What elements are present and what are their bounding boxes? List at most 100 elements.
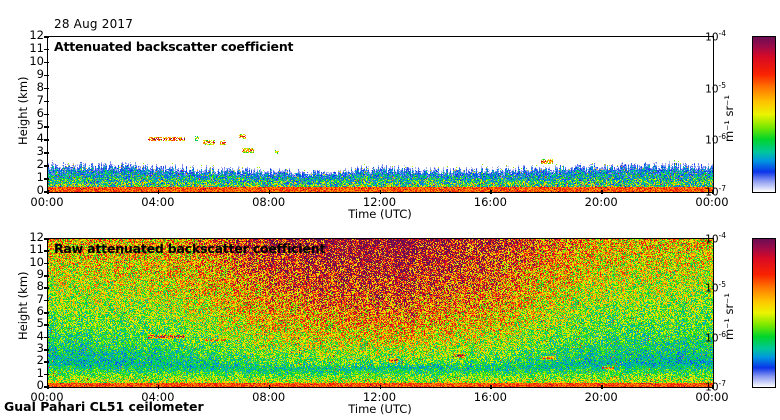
colorbar-gradient-bottom (753, 239, 775, 387)
y-tick-mark (44, 152, 49, 154)
y-tick-label: 6 (36, 304, 44, 318)
y-tick-mark (44, 275, 49, 277)
x-tick-mark (601, 385, 603, 389)
y-tick-mark (44, 324, 49, 326)
panel-attenuated-backscatter: Attenuated backscatter coefficient (47, 36, 714, 193)
panel-raw-attenuated-backscatter: Raw attenuated backscatter coefficient (47, 238, 714, 388)
y-tick-label: 2 (36, 157, 44, 172)
y-tick-label: 2 (36, 353, 44, 368)
x-tick-label: 08:00 (252, 195, 286, 209)
y-tick-mark (44, 126, 49, 128)
panel-title-bottom: Raw attenuated backscatter coefficient (54, 241, 326, 256)
y-axis-top: 0 1 2 3 4 5 6 7 8 9 10 11 12 (14, 29, 49, 196)
date-label: 28 Aug 2017 (54, 17, 134, 31)
x-axis-label-top: Time (UTC) (348, 207, 412, 221)
y-tick-mark (44, 386, 49, 388)
y-tick-mark (44, 165, 49, 167)
y-tick-mark (44, 139, 49, 141)
colorbar-label-top: m⁻¹ sr⁻¹ (722, 95, 736, 142)
x-tick-label: 00:00 (30, 195, 64, 209)
colorbar-tick-label: 10-6 (705, 329, 726, 344)
y-tick-mark (44, 36, 49, 38)
y-tick-mark (44, 87, 49, 90)
y-tick-mark (44, 61, 49, 64)
x-tick-mark (268, 385, 271, 389)
y-tick-label: 11 (29, 242, 44, 257)
y-tick-mark (44, 373, 49, 376)
x-tick-mark (47, 385, 49, 389)
colorbar-tick-label: 10-4 (705, 230, 726, 246)
y-tick-mark (44, 287, 49, 289)
y-tick-label: 9 (36, 267, 44, 281)
colorbar-tick-label: 10-5 (705, 80, 726, 95)
x-tick-mark (379, 190, 381, 194)
y-tick-label: 3 (36, 144, 44, 159)
x-axis-top: 00:00 04:00 08:00 12:00 16:00 20:00 00:00 (30, 190, 729, 209)
y-tick-mark (44, 100, 49, 103)
y-tick-label: 12 (29, 230, 44, 244)
y-axis-label-top: Height (km) (16, 76, 30, 145)
colorbar-tick-label: 10-6 (705, 132, 726, 147)
y-tick-label: 5 (36, 118, 44, 133)
x-tick-label: 16:00 (473, 195, 507, 209)
x-tick-mark (157, 385, 160, 389)
x-axis-label-bottom: Time (UTC) (348, 402, 412, 416)
x-tick-label: 04:00 (141, 390, 175, 404)
colorbar-top (752, 36, 776, 193)
y-tick-label: 4 (36, 328, 44, 343)
x-tick-label: 00:00 (30, 390, 64, 404)
y-tick-label: 0 (36, 378, 44, 392)
x-tick-mark (47, 190, 49, 194)
colorbar-tick-label: 10-4 (705, 28, 726, 44)
figure-footer: Gual Pahari CL51 ceilometer (4, 399, 204, 414)
y-tick-mark (44, 336, 49, 339)
x-tick-label: 04:00 (141, 195, 175, 209)
colorbar-tick-label: 10-7 (705, 183, 726, 199)
y-tick-mark (44, 191, 49, 193)
x-axis-bottom: 00:00 04:00 08:00 12:00 16:00 20:00 00:00 (30, 385, 729, 404)
y-tick-mark (44, 113, 49, 115)
y-axis-bottom: 0 1 2 3 4 5 6 7 8 9 10 11 12 (14, 231, 49, 391)
colorbar-gradient-top (753, 37, 775, 192)
y-tick-label: 7 (36, 291, 44, 306)
y-tick-label: 11 (29, 40, 44, 55)
panel-title-top: Attenuated backscatter coefficient (54, 39, 294, 54)
x-tick-mark (379, 385, 381, 389)
y-tick-mark (44, 238, 49, 240)
x-tick-mark (157, 190, 160, 194)
y-tick-label: 9 (36, 66, 44, 81)
x-tick-label: 20:00 (584, 195, 618, 209)
y-tick-mark (44, 48, 49, 51)
y-tick-label: 10 (29, 254, 44, 269)
y-tick-label: 1 (36, 170, 44, 185)
x-tick-label: 12:00 (362, 390, 397, 404)
x-tick-mark (601, 190, 603, 194)
heatmap-top (48, 37, 713, 192)
colorbar-bottom (752, 238, 776, 388)
x-tick-label: 12:00 (362, 195, 397, 209)
x-tick-mark (268, 190, 271, 194)
x-tick-mark (712, 385, 714, 389)
colorbar-label-bottom: m⁻¹ sr⁻¹ (722, 293, 736, 340)
y-tick-mark (44, 299, 49, 302)
y-tick-label: 4 (36, 131, 44, 146)
x-tick-label: 16:00 (473, 390, 507, 404)
y-tick-label: 6 (36, 105, 44, 120)
y-tick-mark (44, 361, 49, 363)
y-tick-label: 0 (36, 183, 44, 197)
y-tick-label: 7 (36, 92, 44, 107)
x-tick-label: 00:00 (695, 195, 729, 209)
x-tick-mark (712, 190, 714, 194)
y-tick-mark (44, 250, 49, 252)
x-tick-label: 00:00 (695, 390, 729, 404)
y-tick-label: 8 (36, 79, 44, 94)
x-tick-label: 08:00 (252, 390, 286, 404)
x-tick-label: 20:00 (584, 390, 618, 404)
y-tick-mark (44, 178, 49, 180)
colorbar-tick-label: 10-7 (705, 378, 726, 394)
y-tick-mark (44, 312, 49, 314)
x-tick-mark (490, 190, 492, 194)
y-tick-label: 5 (36, 316, 44, 331)
y-tick-label: 1 (36, 365, 44, 380)
